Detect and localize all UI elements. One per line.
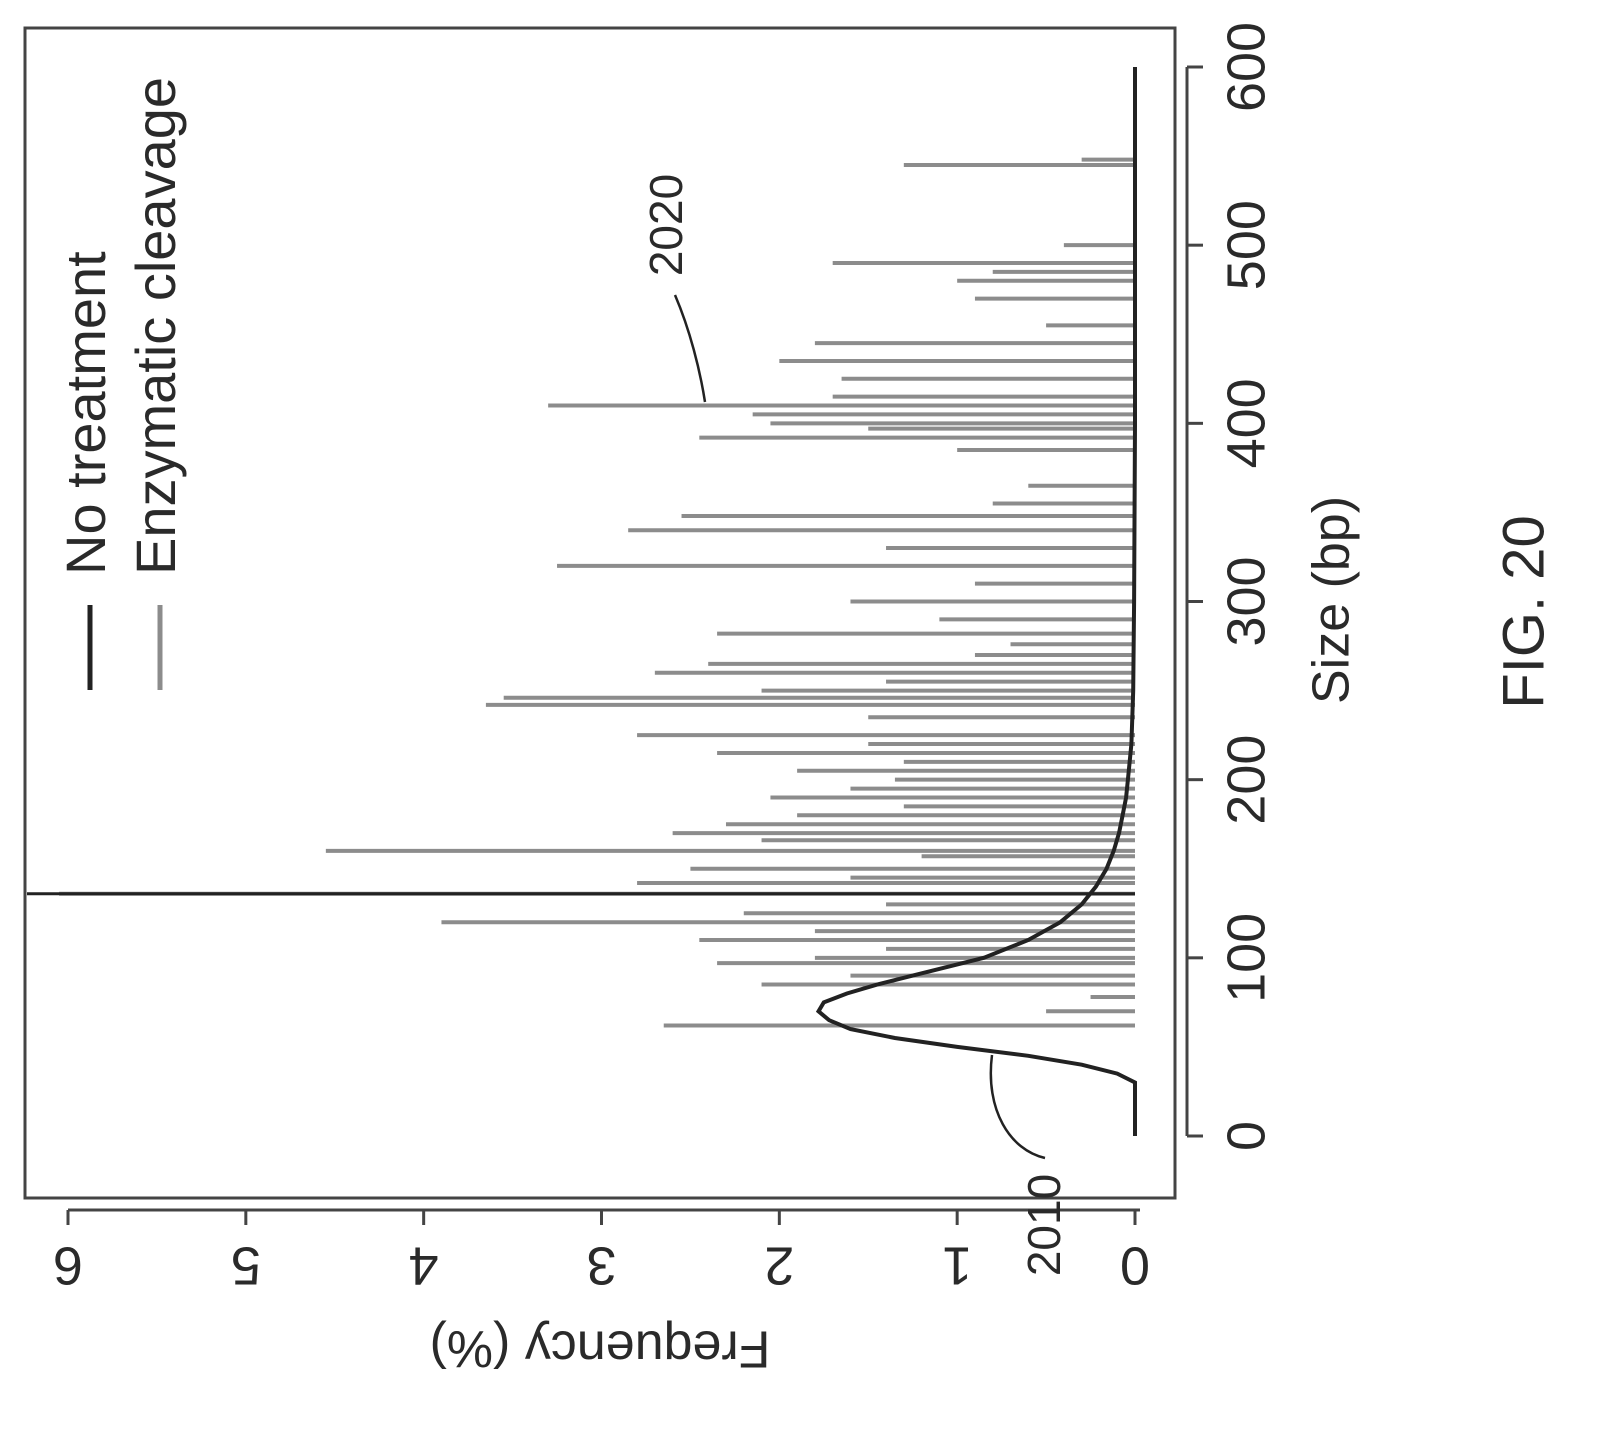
legend-label-enzymatic-cleavage: Enzymatic cleavage [124,77,187,575]
callout-2010-label: 2010 [1018,1174,1070,1276]
no-treatment-series [27,67,1137,1136]
frequency-tick-label: 3 [586,1236,616,1296]
frequency-tick-label: 6 [53,1236,83,1296]
size-tick-label: 100 [1216,913,1276,1003]
size-axis [1185,65,1203,1138]
size-tick-label: 0 [1216,1121,1276,1151]
plot-frame [23,26,1177,1200]
legend-label-no-treatment: No treatment [54,251,117,575]
frequency-tick-label: 4 [409,1236,439,1296]
callout-2010-leader [989,1054,1046,1160]
size-tick-label: 500 [1216,200,1276,290]
figure-label: FIG. 20 [1491,515,1556,708]
frequency-tick-label: 1 [942,1236,972,1296]
frequency-tick-labels: 0 1 2 3 4 5 6 [53,1236,1150,1296]
size-axis-title: Size (bp) [1303,496,1361,704]
no-treatment-line [815,67,1137,1136]
frequency-axis [66,1208,1140,1225]
frequency-tick-label: 0 [1120,1236,1150,1296]
size-tick-labels: 0 100 200 300 400 500 600 [1216,22,1276,1151]
legend: No treatment Enzymatic cleavage [54,77,187,690]
callout-2010: 2010 [989,1054,1070,1276]
size-tick-label: 300 [1216,556,1276,646]
callout-2020: 2020 [640,174,707,403]
frequency-axis-title: Frequency (%) [430,1319,771,1377]
frequency-tick-label: 5 [231,1236,261,1296]
frequency-tick-label: 2 [764,1236,794,1296]
callout-2020-leader [673,294,707,403]
enzymatic-cleavage-series [59,157,1135,1028]
size-tick-label: 200 [1216,735,1276,825]
size-tick-label: 400 [1216,378,1276,468]
callout-2020-label: 2020 [640,174,692,276]
size-tick-label: 600 [1216,22,1276,112]
